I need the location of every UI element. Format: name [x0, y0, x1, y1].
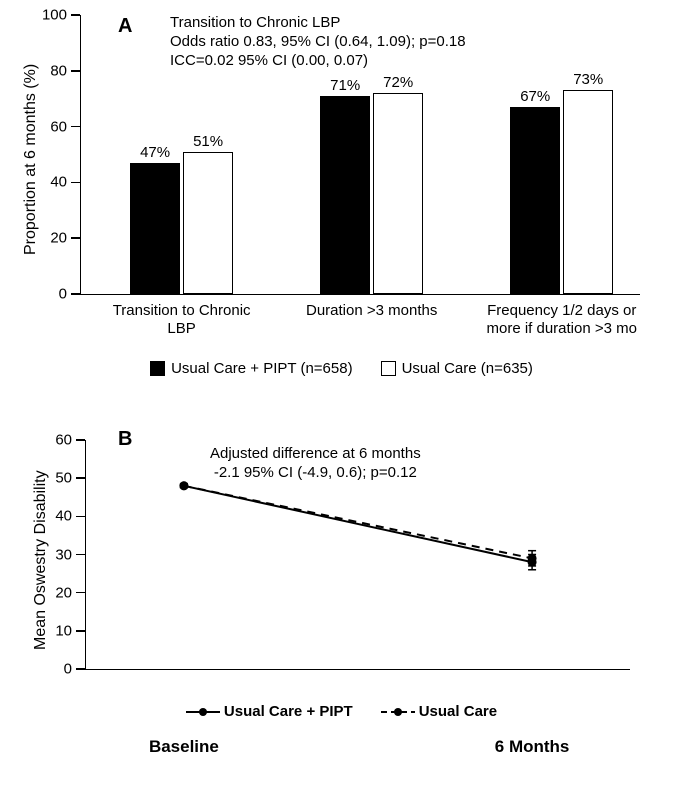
bar: 72%: [373, 93, 423, 294]
x-category-label: Duration >3 months: [287, 302, 457, 320]
panel-a-y-title: Proportion at 6 months (%): [22, 64, 40, 255]
y-tick-label: 20: [55, 584, 72, 601]
y-tick-label: 30: [55, 546, 72, 563]
bar-value-label: 47%: [140, 144, 170, 161]
bar-value-label: 73%: [573, 71, 603, 88]
line-svg: [86, 440, 630, 669]
bar: 51%: [183, 152, 233, 294]
bar: 67%: [510, 107, 560, 294]
bar: 73%: [563, 90, 613, 294]
y-tick: [71, 182, 80, 184]
bar-value-label: 71%: [330, 77, 360, 94]
legend-item: Usual Care + PIPT (n=658): [150, 360, 352, 377]
y-tick-label: 0: [64, 661, 72, 678]
line-chart: 0102030405060Baseline6 Months: [85, 440, 630, 670]
bar-group: 47%51%: [129, 15, 235, 294]
y-tick: [71, 293, 80, 295]
y-tick-label: 50: [55, 470, 72, 487]
panel-b: B Adjusted difference at 6 months -2.1 9…: [0, 410, 683, 785]
y-tick: [76, 477, 85, 479]
legend-line-icon: [381, 705, 415, 719]
bar-value-label: 67%: [520, 88, 550, 105]
y-tick: [71, 237, 80, 239]
y-tick-label: 80: [50, 62, 67, 79]
legend-label: Usual Care (n=635): [402, 360, 533, 377]
y-tick: [76, 668, 85, 670]
y-tick: [71, 70, 80, 72]
bar: 71%: [320, 96, 370, 294]
x-category-label: Baseline: [149, 737, 219, 757]
legend-line-icon: [186, 705, 220, 719]
bar: 47%: [130, 163, 180, 294]
series-marker: [528, 554, 537, 563]
bar-value-label: 72%: [383, 74, 413, 91]
y-tick: [71, 126, 80, 128]
series-marker: [179, 481, 188, 490]
x-category-label: Frequency 1/2 days or more if duration >…: [477, 302, 647, 338]
y-tick-label: 0: [59, 286, 67, 303]
y-tick: [76, 554, 85, 556]
y-tick-label: 10: [55, 622, 72, 639]
legend-label: Usual Care + PIPT: [224, 703, 353, 720]
y-tick-label: 100: [42, 7, 67, 24]
panel-b-y-title: Mean Oswestry Disability: [32, 470, 50, 650]
y-tick: [76, 630, 85, 632]
panel-a: A Transition to Chronic LBP Odds ratio 0…: [0, 0, 683, 395]
page: A Transition to Chronic LBP Odds ratio 0…: [0, 0, 683, 785]
legend-item: Usual Care (n=635): [381, 360, 533, 377]
legend-item: Usual Care: [381, 703, 497, 720]
y-tick: [76, 439, 85, 441]
bar-value-label: 51%: [193, 133, 223, 150]
legend-label: Usual Care + PIPT (n=658): [171, 360, 352, 377]
bar-group: 67%73%: [509, 15, 615, 294]
y-tick: [71, 14, 80, 16]
x-category-label: Transition to Chronic LBP: [97, 302, 267, 338]
legend-item: Usual Care + PIPT: [186, 703, 353, 720]
y-tick: [76, 516, 85, 518]
bar-chart: 02040608010047%51%Transition to Chronic …: [80, 15, 640, 295]
y-tick: [76, 592, 85, 594]
legend-swatch-icon: [381, 361, 396, 376]
x-category-label: 6 Months: [495, 737, 570, 757]
y-tick-label: 60: [55, 432, 72, 449]
panel-b-legend: Usual Care + PIPT Usual Care: [0, 703, 683, 723]
bar-group: 71%72%: [319, 15, 425, 294]
series-line: [184, 486, 532, 562]
y-tick-label: 40: [55, 508, 72, 525]
legend-label: Usual Care: [419, 703, 497, 720]
legend-swatch-icon: [150, 361, 165, 376]
y-tick-label: 20: [50, 230, 67, 247]
y-tick-label: 40: [50, 174, 67, 191]
y-tick-label: 60: [50, 118, 67, 135]
panel-a-legend: Usual Care + PIPT (n=658) Usual Care (n=6…: [0, 360, 683, 380]
